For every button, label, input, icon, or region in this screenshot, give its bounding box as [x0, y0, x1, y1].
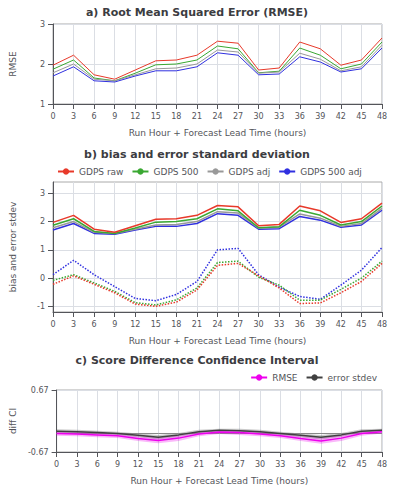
svg-text:0: 0 — [40, 274, 45, 283]
svg-text:GDPS 500 adj: GDPS 500 adj — [300, 167, 362, 177]
svg-text:45: 45 — [356, 320, 366, 329]
svg-text:42: 42 — [336, 112, 346, 121]
svg-text:12: 12 — [130, 112, 140, 121]
svg-text:48: 48 — [377, 320, 387, 329]
svg-text:1: 1 — [40, 245, 45, 254]
svg-text:Run Hour + Forecast Lead Time: Run Hour + Forecast Lead Time (hours) — [129, 128, 307, 138]
svg-text:24: 24 — [212, 320, 222, 329]
svg-text:30: 30 — [254, 112, 264, 121]
svg-text:-0.67: -0.67 — [28, 448, 49, 457]
svg-text:15: 15 — [151, 320, 161, 329]
svg-text:RMSE: RMSE — [272, 373, 298, 383]
svg-text:18: 18 — [171, 112, 181, 121]
svg-text:3: 3 — [71, 320, 76, 329]
svg-text:9: 9 — [112, 112, 117, 121]
svg-text:RMSE: RMSE — [8, 51, 18, 77]
svg-text:6: 6 — [95, 460, 100, 469]
svg-text:3: 3 — [40, 189, 45, 198]
svg-text:0.67: 0.67 — [31, 386, 49, 395]
svg-text:Run Hour + Forecast Lead Time: Run Hour + Forecast Lead Time (hours) — [129, 336, 307, 346]
svg-text:3: 3 — [74, 460, 79, 469]
svg-text:18: 18 — [174, 460, 184, 469]
svg-text:42: 42 — [336, 320, 346, 329]
svg-text:39: 39 — [315, 112, 325, 121]
svg-text:21: 21 — [194, 460, 204, 469]
svg-text:b) bias and error standard dev: b) bias and error standard deviation — [84, 148, 310, 161]
svg-text:6: 6 — [92, 320, 97, 329]
svg-text:Run Hour + Forecast Lead Time: Run Hour + Forecast Lead Time (hours) — [130, 476, 308, 486]
svg-text:0: 0 — [54, 460, 59, 469]
svg-text:27: 27 — [233, 320, 243, 329]
svg-text:15: 15 — [153, 460, 163, 469]
svg-text:30: 30 — [254, 320, 264, 329]
svg-text:27: 27 — [233, 112, 243, 121]
svg-text:33: 33 — [274, 112, 284, 121]
svg-text:1: 1 — [40, 100, 45, 109]
svg-text:bias and error stdev: bias and error stdev — [8, 201, 18, 292]
svg-text:36: 36 — [295, 320, 305, 329]
svg-text:15: 15 — [151, 112, 161, 121]
svg-text:45: 45 — [356, 112, 366, 121]
svg-text:9: 9 — [112, 320, 117, 329]
svg-text:33: 33 — [275, 460, 285, 469]
svg-text:30: 30 — [255, 460, 265, 469]
svg-text:36: 36 — [295, 112, 305, 121]
svg-text:48: 48 — [377, 112, 387, 121]
svg-text:GDPS raw: GDPS raw — [79, 167, 123, 177]
svg-text:39: 39 — [316, 460, 326, 469]
svg-text:GDPS adj: GDPS adj — [229, 167, 271, 177]
svg-text:error stdev: error stdev — [328, 373, 378, 383]
svg-text:12: 12 — [130, 320, 140, 329]
svg-text:3: 3 — [40, 20, 45, 29]
svg-text:45: 45 — [357, 460, 367, 469]
svg-text:6: 6 — [92, 112, 97, 121]
svg-text:24: 24 — [214, 460, 224, 469]
svg-text:3: 3 — [71, 112, 76, 121]
svg-text:9: 9 — [115, 460, 120, 469]
svg-text:c) Score Difference Confidence: c) Score Difference Confidence Interval — [76, 354, 319, 367]
svg-text:36: 36 — [296, 460, 306, 469]
svg-text:GDPS 500: GDPS 500 — [153, 167, 198, 177]
svg-text:0: 0 — [50, 112, 55, 121]
svg-text:33: 33 — [274, 320, 284, 329]
svg-text:42: 42 — [336, 460, 346, 469]
svg-text:diff CI: diff CI — [8, 408, 18, 434]
svg-text:24: 24 — [212, 112, 222, 121]
svg-text:48: 48 — [377, 460, 387, 469]
svg-text:a) Root Mean Squared Error (RM: a) Root Mean Squared Error (RMSE) — [86, 6, 308, 19]
svg-text:18: 18 — [171, 320, 181, 329]
svg-text:12: 12 — [133, 460, 143, 469]
svg-text:2: 2 — [40, 60, 45, 69]
svg-text:21: 21 — [192, 320, 202, 329]
svg-text:39: 39 — [315, 320, 325, 329]
svg-text:0: 0 — [50, 320, 55, 329]
svg-text:2: 2 — [40, 217, 45, 226]
svg-text:-1: -1 — [37, 302, 45, 311]
svg-text:21: 21 — [192, 112, 202, 121]
svg-text:27: 27 — [235, 460, 245, 469]
